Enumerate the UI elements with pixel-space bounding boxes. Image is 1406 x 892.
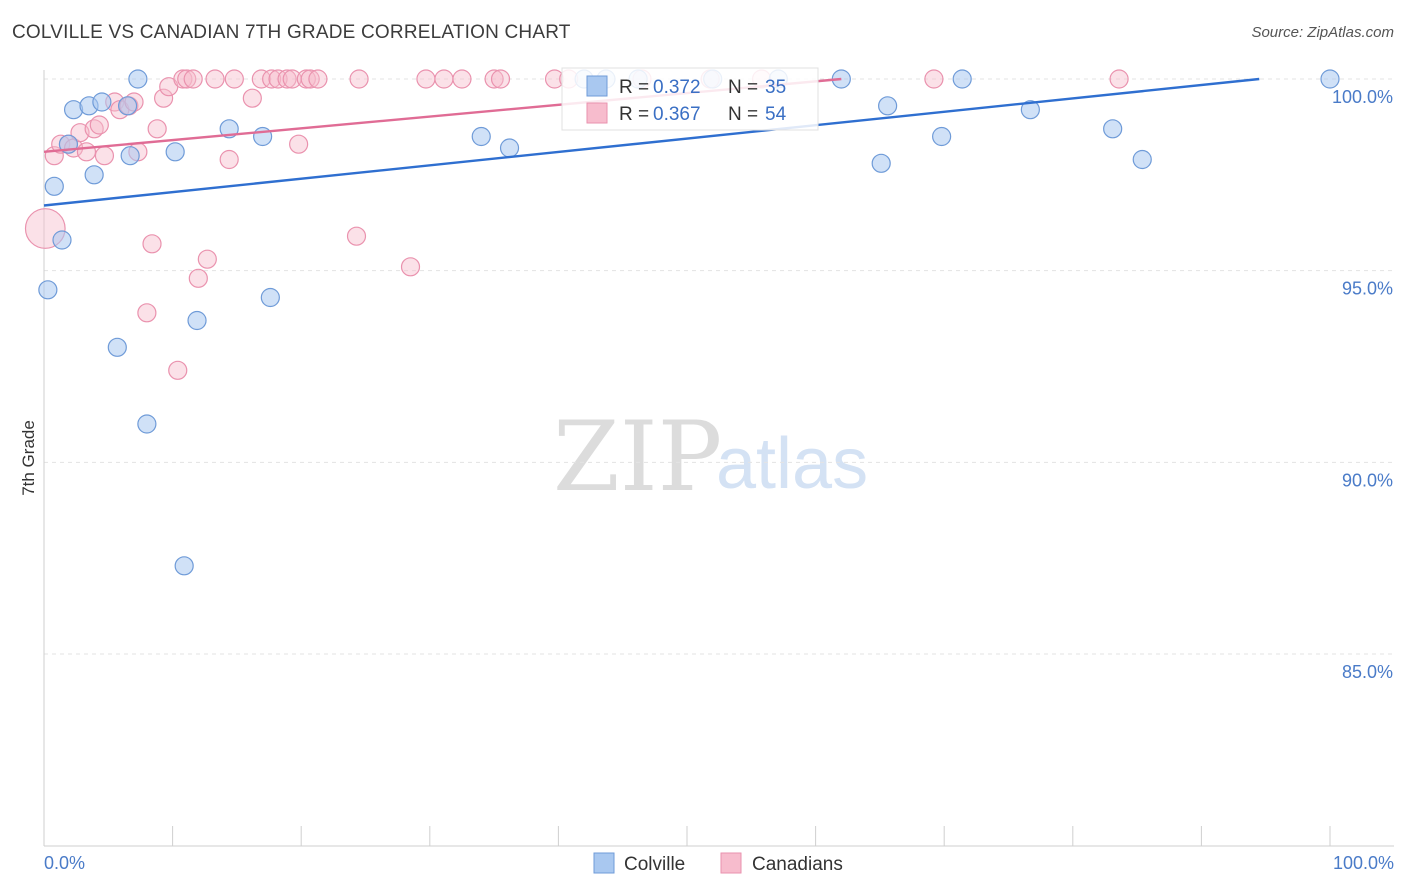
- canadians-point: [452, 69, 472, 89]
- stats-legend: R = 0.372 N = 35 R = 0.367 N = 54: [561, 67, 819, 131]
- canadians-point: [197, 249, 217, 269]
- canadians-point: [224, 69, 244, 89]
- canadians-point: [289, 134, 309, 154]
- canadians-point: [168, 360, 188, 380]
- colville-stat-swatch: [586, 75, 608, 97]
- colville-point: [1020, 100, 1040, 120]
- canadians-point: [251, 69, 271, 89]
- canadians-point: [300, 69, 320, 89]
- colville-point: [952, 69, 972, 89]
- colville-n-value: 35: [765, 77, 786, 98]
- canadians-point: [1109, 69, 1129, 89]
- colville-point: [128, 69, 148, 89]
- y-tick-label: 95.0%: [1342, 279, 1393, 299]
- canadians-n-label: N =: [728, 104, 758, 125]
- canadians-legend-swatch: [720, 852, 742, 874]
- canadians-r-value: 0.367: [653, 104, 701, 125]
- colville-point: [1103, 119, 1123, 139]
- chart-title: COLVILLE VS CANADIAN 7TH GRADE CORRELATI…: [12, 22, 571, 43]
- colville-point: [1320, 69, 1340, 89]
- colville-legend-label: Colville: [624, 854, 685, 875]
- canadians-point: [416, 69, 436, 89]
- colville-point: [52, 230, 72, 250]
- y-tick-label: 100.0%: [1332, 87, 1393, 107]
- colville-point: [174, 556, 194, 576]
- colville-point: [187, 310, 207, 331]
- y-tick-label: 85.0%: [1342, 662, 1393, 682]
- canadians-n-value: 54: [765, 104, 787, 125]
- y-tick-labels: 100.0% 95.0% 90.0% 85.0%: [1332, 87, 1393, 682]
- canadians-point: [142, 234, 162, 254]
- canadians-point: [924, 69, 944, 89]
- canadians-point: [137, 303, 157, 323]
- canadians-point: [94, 146, 115, 166]
- colville-point: [120, 146, 140, 166]
- colville-r-label: R =: [619, 77, 649, 98]
- gridlines: [44, 78, 1394, 655]
- axes: [43, 70, 1394, 847]
- canadians-point: [277, 69, 297, 89]
- watermark-zip: ZIP: [553, 401, 722, 513]
- canadians-point: [490, 69, 511, 89]
- canadians-point: [76, 142, 97, 162]
- y-tick-label: 90.0%: [1342, 470, 1393, 490]
- x-tick-label-max: 100.0%: [1333, 853, 1394, 873]
- canadians-point: [434, 69, 454, 89]
- canadians-point: [70, 123, 90, 143]
- watermark-atlas: atlas: [716, 424, 868, 504]
- x-tick-label-min: 0.0%: [44, 853, 85, 873]
- colville-n-label: N =: [728, 77, 758, 98]
- canadians-point: [400, 257, 421, 277]
- chart-source: Source: ZipAtlas.com: [1251, 24, 1394, 41]
- colville-point: [107, 337, 127, 357]
- canadians-point: [219, 149, 239, 170]
- colville-point: [84, 165, 104, 185]
- canadians-point: [205, 69, 225, 89]
- colville-point: [932, 126, 952, 147]
- y-axis-title: 7th Grade: [19, 420, 38, 496]
- x-ticks: [43, 826, 1331, 846]
- colville-point: [44, 176, 64, 196]
- canadians-point: [147, 119, 167, 139]
- canadians-point: [262, 69, 282, 89]
- colville-point: [871, 153, 891, 173]
- canadians-stat-swatch: [586, 102, 608, 124]
- canadians-point: [177, 69, 197, 89]
- colville-point: [92, 92, 112, 112]
- colville-point: [471, 126, 491, 147]
- canadians-point: [349, 69, 369, 89]
- colville-point: [1132, 149, 1152, 170]
- colville-point: [165, 142, 185, 162]
- canadians-point: [153, 88, 174, 108]
- series-legend: Colville Canadians: [593, 852, 843, 875]
- canadians-point: [242, 88, 262, 108]
- canadians-legend-label: Canadians: [752, 854, 843, 875]
- canadians-point: [188, 268, 208, 288]
- colville-r-value: 0.372: [653, 77, 701, 98]
- canadians-point: [308, 69, 328, 89]
- colville-point: [117, 96, 138, 116]
- watermark: ZIP atlas: [553, 401, 868, 513]
- colville-trend-line: [43, 77, 1260, 207]
- canadians-point: [346, 226, 367, 246]
- canadians-r-label: R =: [619, 104, 649, 125]
- colville-point: [499, 138, 520, 158]
- colville-legend-swatch: [593, 852, 615, 874]
- colville-point: [137, 414, 157, 434]
- colville-point: [260, 287, 280, 308]
- canadians-point: [484, 69, 504, 89]
- colville-point: [38, 280, 58, 300]
- canadians-point: [84, 119, 104, 139]
- canadians-point: [183, 69, 203, 89]
- canadians-point: [89, 115, 109, 135]
- colville-point: [878, 96, 898, 116]
